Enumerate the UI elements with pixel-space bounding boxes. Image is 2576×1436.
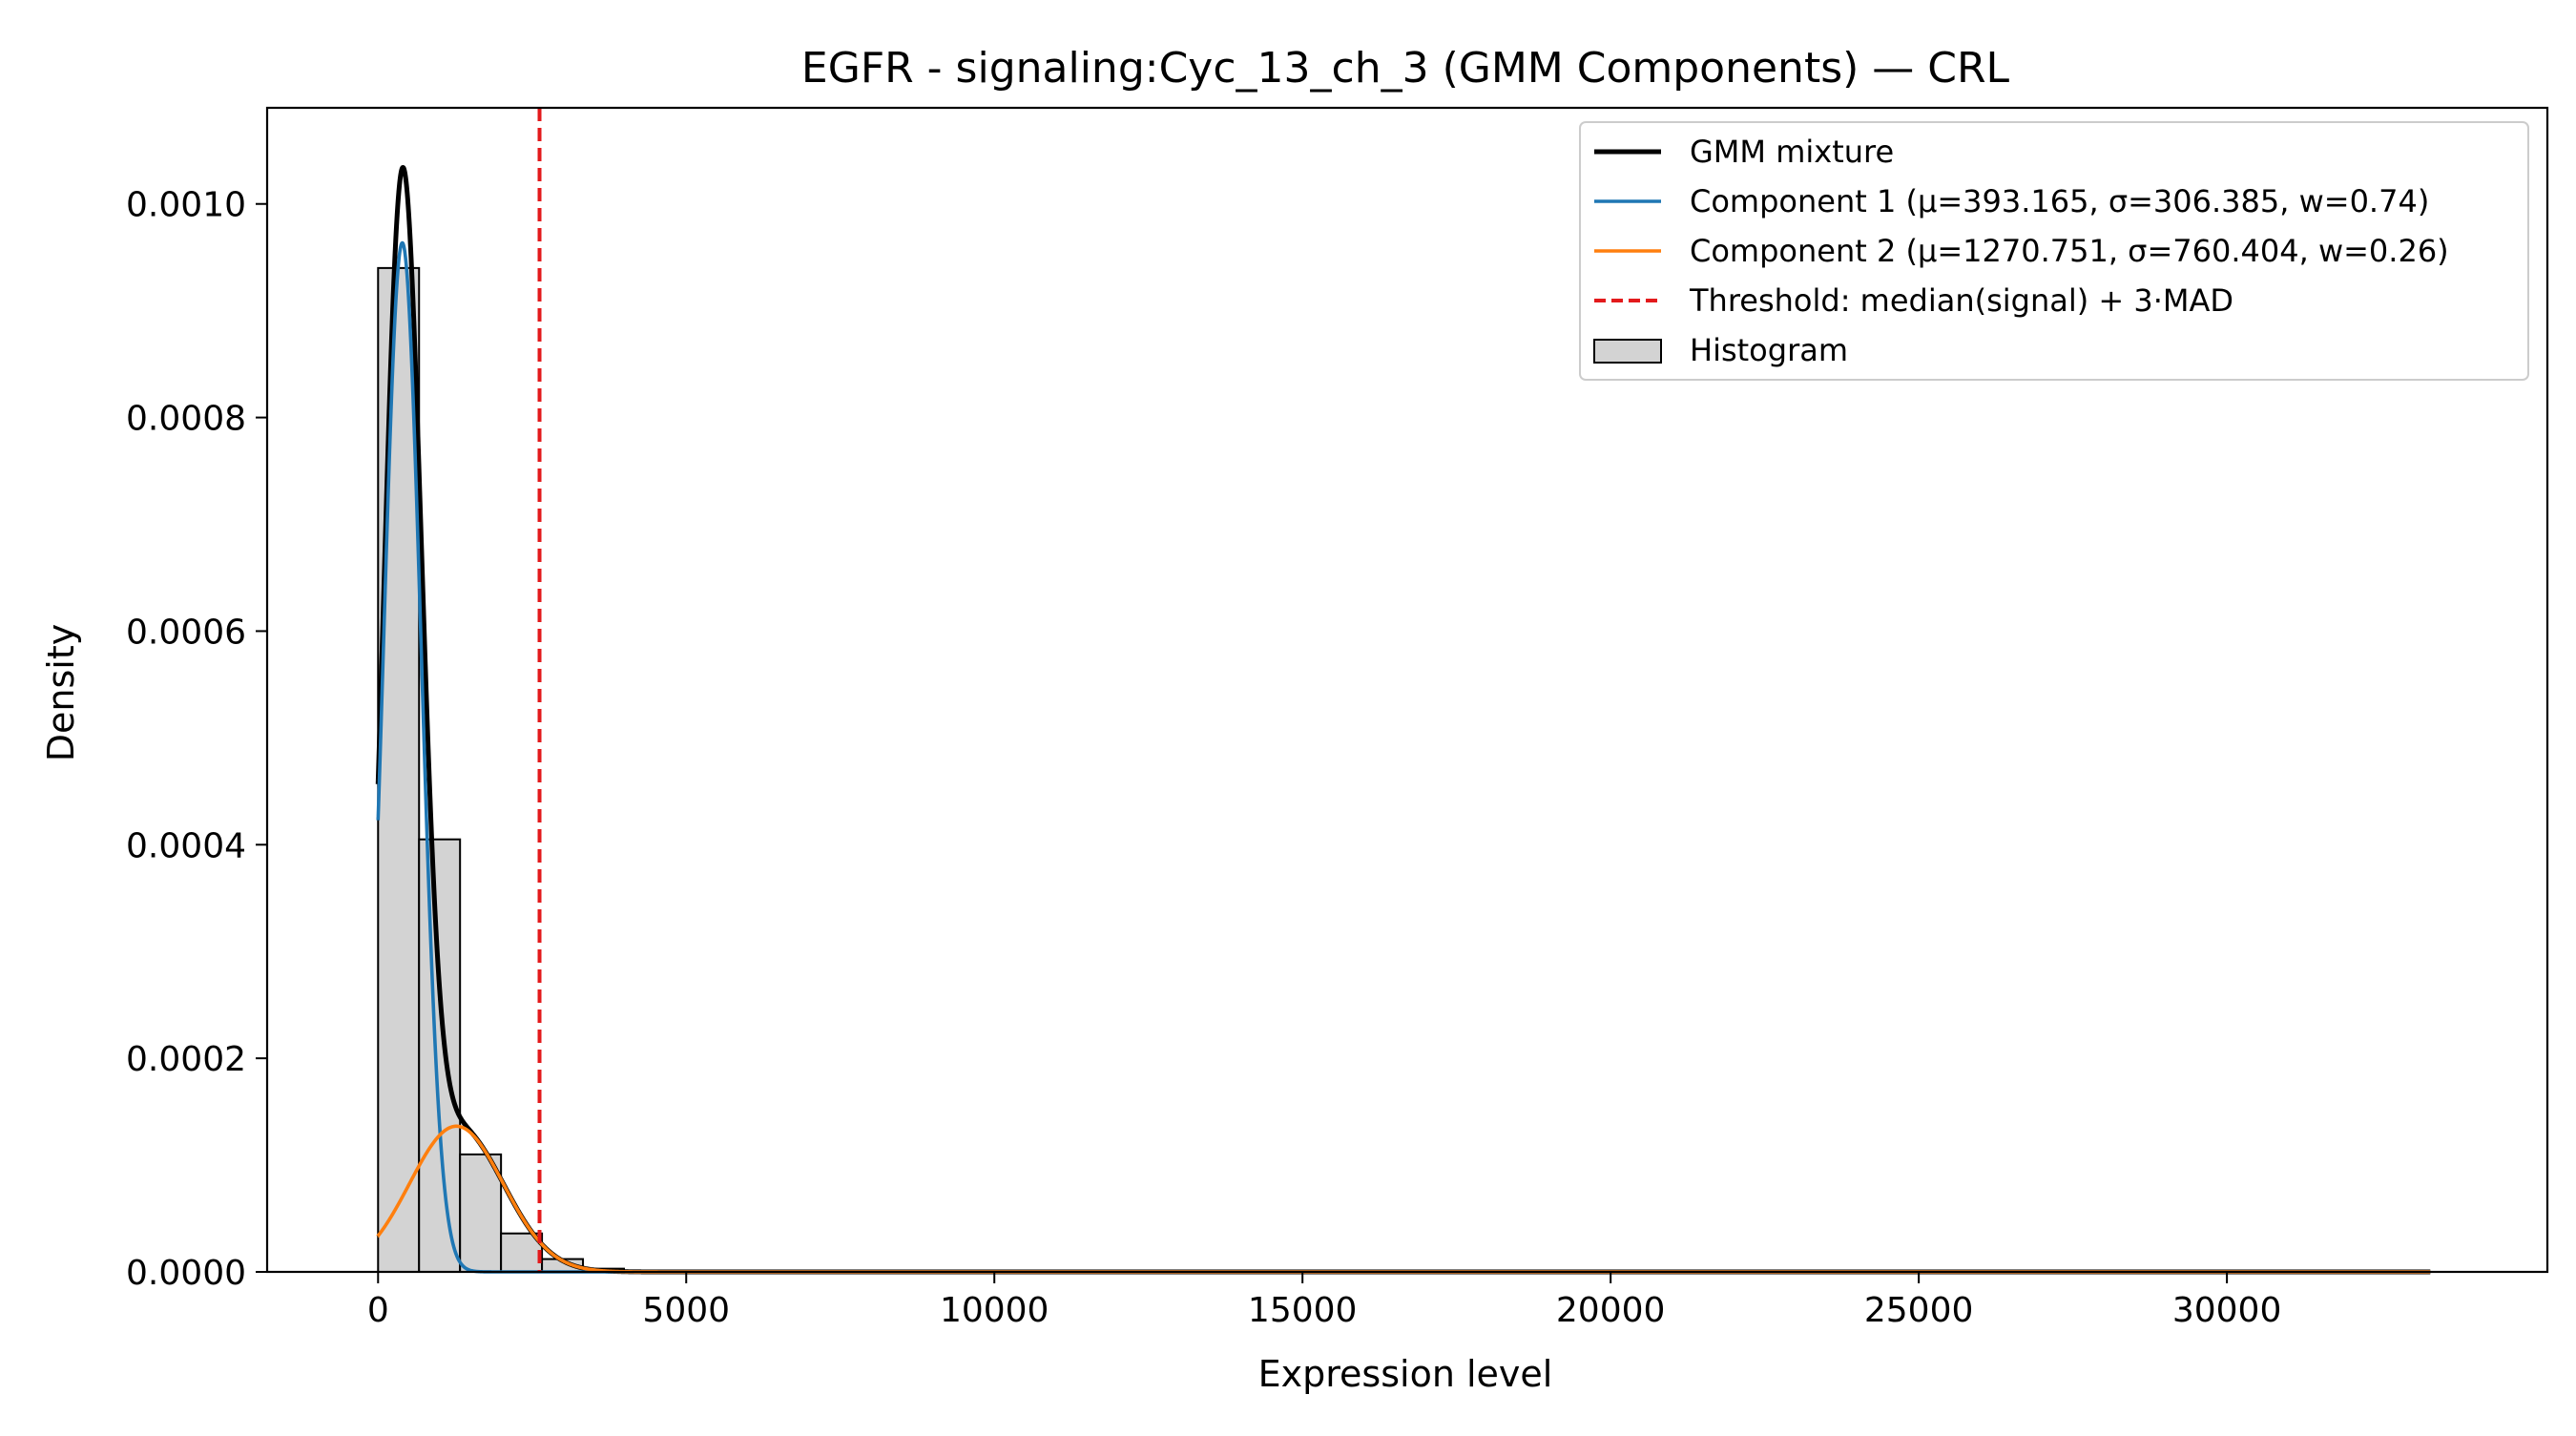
y-tick-label: 0.0010 [126,186,246,225]
histogram-bar [459,1153,503,1273]
x-axis: 0 5000 10000 15000 20000 25000 30000 [367,1272,2282,1330]
y-tick-label: 0.0000 [126,1254,246,1293]
x-tick-label: 0 [367,1291,389,1330]
x-tick-label: 10000 [940,1291,1049,1330]
histogram-bar [418,838,462,1274]
y-axis-label: Density [40,624,82,761]
legend-label: Component 1 (μ=393.165, σ=306.385, w=0.7… [1690,183,2429,219]
histogram-bar [377,266,421,1274]
legend-swatch [1593,339,1662,364]
y-tick-label: 0.0002 [126,1040,246,1079]
legend-label: Component 2 (μ=1270.751, σ=760.404, w=0.… [1690,233,2449,269]
y-tick-label: 0.0004 [126,826,246,865]
x-tick-label: 25000 [1864,1291,1974,1330]
y-axis: 0.0000 0.0002 0.0004 0.0006 0.0008 0.0010 [126,186,267,1293]
y-tick-label: 0.0008 [126,400,246,439]
legend: GMM mixture Component 1 (μ=393.165, σ=306… [1579,121,2529,381]
chart-title: EGFR - signaling:Cyc_13_ch_3 (GMM Compon… [801,44,2010,93]
y-tick-label: 0.0006 [126,613,246,652]
axes-frame [265,106,2549,1274]
legend-label: GMM mixture [1690,134,1894,170]
x-tick-label: 20000 [1556,1291,1666,1330]
legend-label: Histogram [1690,332,1848,368]
plot-area [375,108,2431,1275]
x-axis-label: Expression level [1258,1353,1553,1395]
legend-frame [1579,121,2529,381]
legend-label: Threshold: median(signal) + 3·MAD [1689,282,2233,319]
x-tick-label: 30000 [2172,1291,2282,1330]
x-tick-label: 15000 [1248,1291,1358,1330]
x-tick-label: 5000 [642,1291,730,1330]
